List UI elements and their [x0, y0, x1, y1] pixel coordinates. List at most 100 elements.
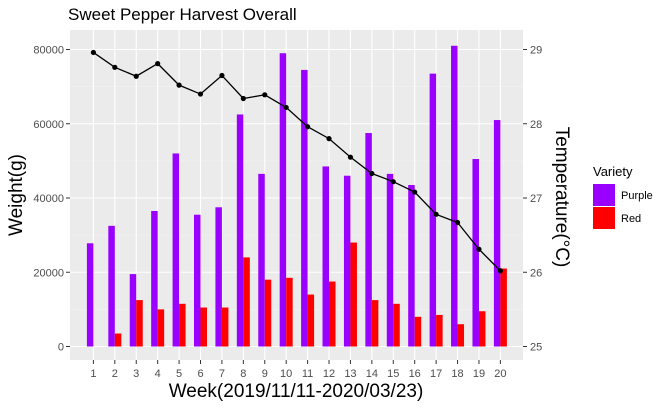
bar-red — [371, 300, 379, 347]
temperature-point — [90, 49, 96, 56]
bar-purple — [129, 274, 137, 347]
legend-label-purple: Purple — [621, 190, 653, 202]
temperature-point — [262, 92, 268, 98]
temperature-point — [454, 219, 461, 226]
bar-red — [114, 333, 122, 347]
legend-swatch-red — [593, 207, 615, 229]
bar-purple — [86, 243, 94, 347]
temperature-point — [476, 246, 482, 252]
temperature-point — [433, 211, 439, 217]
x-tick-label: 5 — [176, 368, 182, 380]
temperature-point — [176, 82, 182, 88]
bar-purple — [151, 210, 158, 347]
bar-purple — [322, 166, 330, 347]
y-right-tick-label: 25 — [530, 342, 542, 354]
bar-purple — [472, 159, 479, 347]
bar-purple — [408, 185, 415, 347]
bar-purple — [493, 120, 501, 347]
x-tick-label: 9 — [262, 368, 268, 380]
x-tick-label: 2 — [112, 368, 118, 380]
chart-title: Sweet Pepper Harvest Overall — [68, 5, 297, 24]
bar-red — [200, 307, 207, 347]
bar-red — [307, 294, 315, 347]
bar-red — [329, 281, 336, 347]
bar-purple — [451, 45, 458, 347]
y-right-tick-label: 28 — [530, 119, 542, 131]
bar-red — [457, 324, 465, 347]
x-tick-label: 13 — [344, 368, 356, 380]
temperature-point — [240, 95, 246, 102]
x-tick-label: 1 — [90, 368, 96, 380]
y-left-tick-label: 80000 — [33, 45, 64, 57]
temperature-point — [112, 64, 118, 70]
x-tick-label: 8 — [240, 368, 246, 380]
bar-red — [157, 309, 165, 347]
bar-red — [393, 303, 400, 347]
bar-purple — [386, 173, 394, 347]
bar-purple — [279, 53, 287, 347]
legend: Variety Purple Red — [593, 164, 653, 229]
temperature-point — [326, 136, 332, 142]
bar-red — [500, 268, 507, 347]
x-tick-label: 11 — [302, 368, 313, 380]
x-tick-label: 16 — [409, 368, 421, 380]
temperature-point — [197, 91, 204, 97]
x-tick-label: 19 — [473, 368, 485, 380]
y-axis-left-title: Weight(g) — [6, 154, 27, 236]
y-left-tick-label: 60000 — [33, 119, 64, 131]
x-tick-label: 12 — [323, 368, 335, 380]
bar-red — [286, 277, 293, 347]
legend-label-red: Red — [621, 213, 641, 225]
x-tick-label: 20 — [494, 368, 506, 380]
bar-red — [179, 303, 186, 347]
bars — [86, 45, 507, 347]
y-right-tick-label: 29 — [530, 45, 542, 57]
temperature-point — [412, 189, 418, 195]
bar-red — [350, 242, 357, 347]
x-tick-label: 4 — [155, 368, 161, 380]
temperature-point — [133, 73, 139, 79]
bar-red — [243, 257, 250, 347]
bar-red — [478, 311, 486, 347]
x-axis-title: Week(2019/11/11-2020/03/23) — [169, 381, 424, 402]
bar-purple — [258, 173, 265, 347]
x-tick-label: 17 — [430, 368, 442, 380]
x-tick-label: 18 — [451, 368, 463, 380]
bar-red — [221, 307, 229, 347]
temperature-point — [390, 179, 396, 185]
x-tick-label: 3 — [133, 368, 139, 380]
bar-purple — [108, 225, 115, 347]
bar-red — [136, 300, 143, 347]
bar-red — [414, 316, 422, 347]
y-right-tick-label: 27 — [530, 193, 542, 205]
legend-title: Variety — [593, 164, 633, 179]
temperature-line — [90, 49, 503, 274]
temperature-point — [155, 61, 161, 67]
temperature-point — [369, 170, 375, 177]
x-tick-label: 14 — [366, 368, 378, 380]
y-right-tick-label: 26 — [530, 267, 542, 279]
temperature-point — [497, 268, 503, 274]
x-tick-label: 15 — [387, 368, 399, 380]
bar-red — [436, 314, 443, 347]
legend-swatch-purple — [593, 184, 615, 206]
y-left-tick-label: 0 — [58, 342, 64, 354]
y-axis-right-title: Temperature(°C) — [551, 127, 572, 268]
bar-red — [264, 279, 272, 347]
x-tick-label: 6 — [197, 368, 203, 380]
bar-purple — [215, 207, 222, 347]
temperature-point — [305, 124, 311, 130]
temperature-line-path — [93, 51, 501, 272]
bar-purple — [343, 175, 351, 347]
bar-purple — [365, 133, 372, 347]
bar-purple — [194, 214, 201, 347]
x-tick-label: 10 — [280, 368, 292, 380]
plot-panel — [70, 30, 523, 360]
temperature-point — [283, 104, 289, 111]
bar-purple — [172, 153, 180, 347]
x-tick-label: 7 — [219, 368, 225, 380]
temperature-point — [219, 72, 225, 79]
bar-purple — [236, 114, 244, 347]
